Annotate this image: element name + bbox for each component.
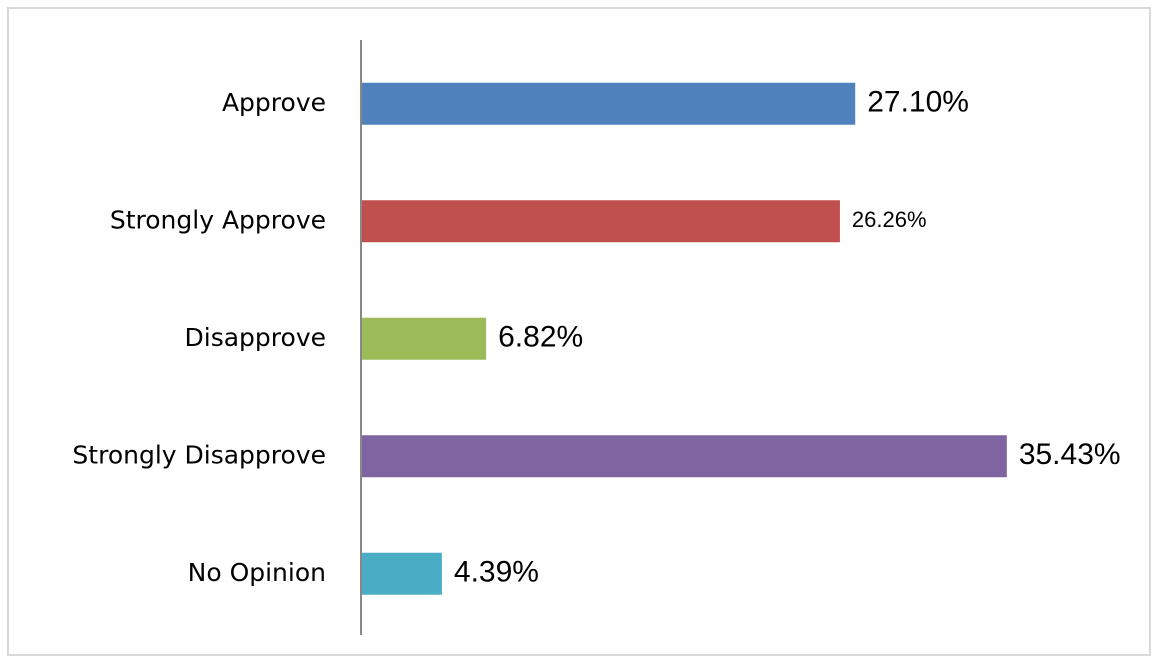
data-label: 27.10% bbox=[867, 86, 969, 119]
data-label: 4.39% bbox=[454, 556, 539, 589]
bar bbox=[362, 317, 487, 360]
bar bbox=[362, 435, 1007, 478]
bar bbox=[362, 82, 856, 125]
y-tick-label: No Opinion bbox=[188, 558, 326, 587]
y-tick-label: Approve bbox=[222, 88, 326, 117]
y-tick-label: Strongly Approve bbox=[110, 205, 326, 234]
y-tick-label: Strongly Disapprove bbox=[72, 440, 326, 469]
y-tick-label: Disapprove bbox=[185, 323, 326, 352]
bar bbox=[362, 552, 442, 595]
data-label: 26.26% bbox=[852, 207, 927, 232]
data-label: 6.82% bbox=[498, 321, 583, 354]
data-label: 35.43% bbox=[1019, 438, 1121, 471]
bar bbox=[362, 200, 840, 243]
